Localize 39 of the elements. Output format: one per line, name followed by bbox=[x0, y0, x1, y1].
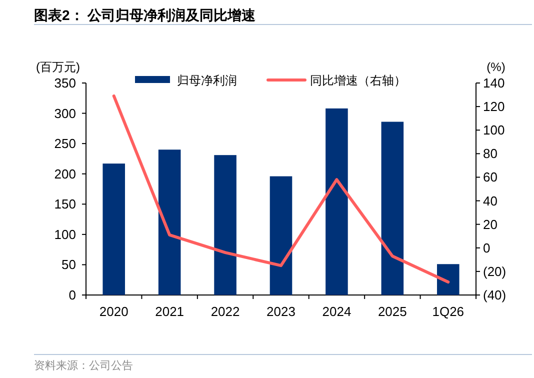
y-tick-label: 350 bbox=[54, 76, 76, 90]
y-axis-title: (百万元) bbox=[36, 60, 80, 74]
y2-tick-label: 40 bbox=[483, 193, 498, 208]
y2-tick-label: 120 bbox=[483, 99, 505, 114]
y2-tick-label: 60 bbox=[483, 170, 498, 185]
y2-tick-label: (40) bbox=[483, 288, 506, 302]
bar bbox=[158, 150, 181, 295]
y2-tick-label: 80 bbox=[483, 146, 498, 162]
x-tick-label: 2022 bbox=[210, 304, 240, 319]
bar bbox=[381, 122, 404, 295]
x-tick-label: 2025 bbox=[378, 304, 407, 319]
y-tick-label: 50 bbox=[62, 257, 76, 272]
x-tick-label: 2023 bbox=[266, 304, 296, 319]
x-tick-label: 1Q26 bbox=[432, 304, 464, 319]
y-tick-label: 250 bbox=[54, 136, 76, 152]
legend-label: 归母净利润 bbox=[177, 74, 237, 88]
y2-tick-label: 140 bbox=[483, 76, 505, 90]
text: 资料来源：公司公告 bbox=[34, 359, 133, 372]
y-tick-label: 200 bbox=[54, 166, 76, 182]
y2-tick-label: (20) bbox=[483, 264, 506, 279]
x-tick-label: 2024 bbox=[322, 304, 352, 319]
y-tick-label: 100 bbox=[54, 226, 76, 242]
x-tick-label: 2021 bbox=[155, 304, 184, 319]
chart-title: 图表2： 公司归母净利润及同比增速 bbox=[34, 7, 257, 23]
legend-label: 同比增速（右轴） bbox=[310, 74, 406, 88]
y2-tick-label: 20 bbox=[483, 216, 498, 232]
bar bbox=[102, 164, 125, 295]
bar bbox=[437, 264, 460, 295]
bar bbox=[326, 108, 348, 295]
y2-tick-label: 0 bbox=[483, 240, 490, 256]
y-tick-label: 0 bbox=[68, 288, 76, 302]
y-tick-label: 150 bbox=[54, 196, 76, 212]
y2-axis-title: (%) bbox=[486, 60, 506, 74]
line-series bbox=[112, 94, 450, 284]
y2-tick-label: 100 bbox=[483, 122, 505, 138]
bar bbox=[270, 176, 292, 295]
x-tick-label: 2020 bbox=[99, 304, 128, 319]
bar bbox=[214, 155, 236, 295]
y-tick-label: 300 bbox=[54, 106, 76, 121]
